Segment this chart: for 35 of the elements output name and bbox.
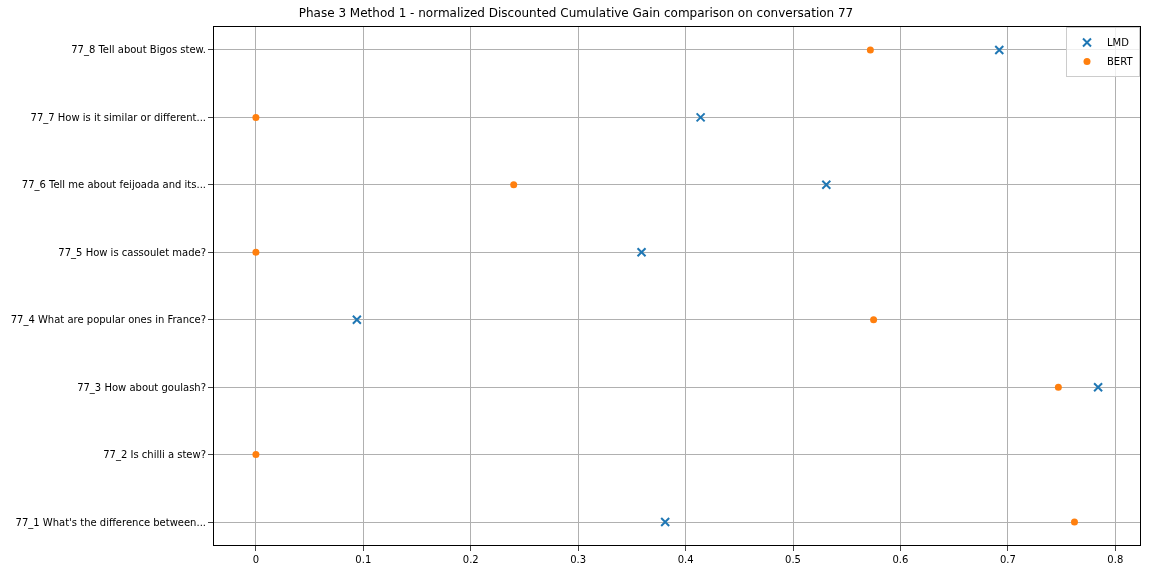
y-tick-label: 77_3 How about goulash? — [77, 381, 206, 394]
point — [1054, 383, 1062, 391]
point — [252, 451, 260, 459]
y-tick-label: 77_2 Is chilli a stew? — [103, 449, 206, 462]
point — [695, 112, 706, 123]
point — [866, 46, 874, 54]
point — [351, 314, 362, 325]
x-tick-label: 0 — [252, 554, 260, 565]
chart-title: Phase 3 Method 1 - normalized Discounted Cumulative Gain comparison on conversation 77 — [298, 6, 854, 21]
point — [994, 44, 1005, 55]
y-tick-label: 77_6 Tell me about feijoada and its... — [21, 179, 206, 192]
x-tick-label: 0.2 — [462, 554, 479, 565]
y-tick-label: 77_5 How is cassoulet made? — [58, 246, 206, 259]
y-tick-label: 77_1 What's the difference between... — [15, 516, 206, 529]
point — [252, 113, 260, 121]
x-tick-label: 0.1 — [355, 554, 372, 565]
point — [660, 517, 671, 528]
point — [821, 179, 832, 190]
y-tick-label: 77_4 What are popular ones in France? — [10, 314, 206, 327]
point — [636, 247, 647, 258]
point — [1070, 518, 1078, 526]
x-tick-label: 0.4 — [677, 554, 694, 565]
point — [252, 248, 260, 256]
y-tick-label: 77_7 How is it similar or different... — [30, 111, 206, 124]
x-tick-label: 0.3 — [570, 554, 587, 565]
legend-label: BERT — [1107, 56, 1134, 68]
legend-label: LMD — [1107, 37, 1130, 49]
x-tick-label: 0.8 — [1107, 554, 1124, 565]
x-tick-label: 0.7 — [999, 554, 1016, 565]
x-tick-label: 0.6 — [892, 554, 909, 565]
y-tick-label: 77_8 Tell about Bigos stew. — [71, 44, 206, 57]
point — [510, 181, 518, 189]
point — [870, 316, 878, 324]
x-tick-label: 0.5 — [785, 554, 801, 565]
point — [1093, 382, 1104, 393]
